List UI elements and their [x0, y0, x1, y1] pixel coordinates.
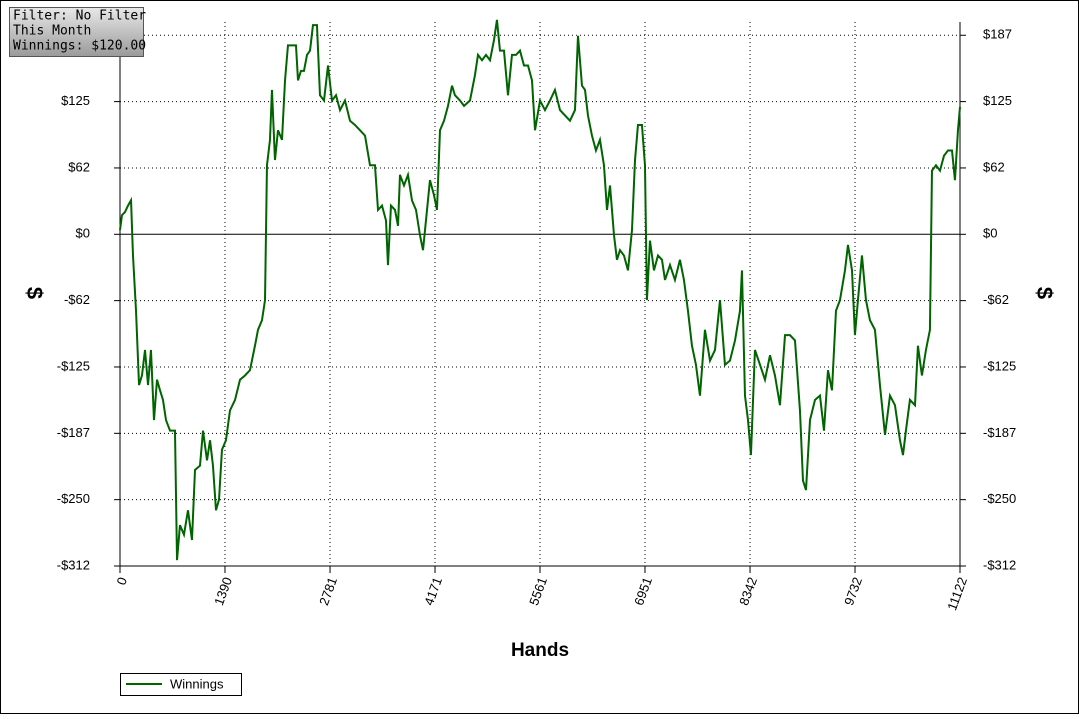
y2-tick-label: $125 — [983, 93, 1012, 108]
x-tick-label: 0 — [113, 575, 130, 587]
info-line: This Month — [13, 24, 91, 39]
y2-axis-title: $ — [1032, 287, 1057, 299]
y2-tick-label: -$125 — [983, 358, 1016, 373]
info-line: Winnings: $120.00 — [13, 39, 146, 54]
info-line: Filter: No Filter — [13, 9, 146, 24]
y2-tick-label: -$250 — [983, 491, 1016, 506]
y-tick-label: -$125 — [57, 358, 90, 373]
info-box — [9, 7, 144, 57]
legend-label: Winnings — [170, 676, 224, 691]
y2-tick-label: $62 — [983, 159, 1005, 174]
y2-tick-label: $187 — [983, 27, 1012, 42]
y-tick-label: -$312 — [57, 557, 90, 572]
y-tick-label: -$250 — [57, 491, 90, 506]
y-tick-label: $0 — [76, 226, 90, 241]
y-tick-label: $125 — [61, 93, 90, 108]
y-tick-label: $62 — [68, 159, 90, 174]
y-tick-label: -$187 — [57, 425, 90, 440]
line-series — [119, 19, 961, 561]
legend-items: Winnings — [126, 676, 224, 691]
y-axis-title: $ — [22, 287, 47, 299]
y2-tick-label: $0 — [983, 226, 997, 241]
y2-tick-label: -$187 — [983, 425, 1016, 440]
y2-tick-label: -$312 — [983, 557, 1016, 572]
legend — [120, 673, 242, 696]
x-axis-title: Hands — [511, 640, 569, 661]
y-tick-label: -$62 — [64, 292, 90, 307]
y2-tick-label: -$62 — [983, 292, 1009, 307]
plot — [119, 19, 961, 561]
